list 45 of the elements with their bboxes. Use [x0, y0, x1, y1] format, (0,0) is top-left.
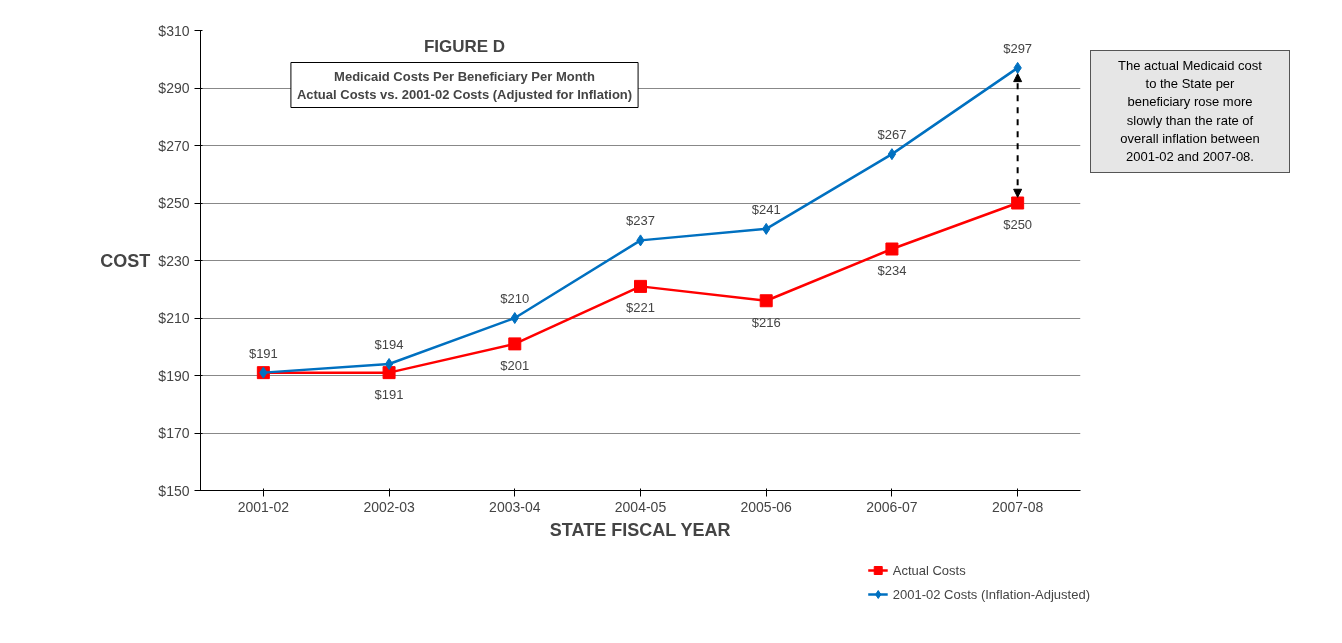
point [382, 366, 396, 380]
y-tick-label: $230 [158, 252, 190, 269]
x-tick-label: 2002-03 [363, 498, 415, 515]
y-tick-label: $170 [158, 425, 190, 441]
point [508, 337, 522, 351]
y-axis-title: COST [100, 250, 151, 271]
text: The actual Medicaid cost to the State per beneficiary rose more slowly than the rate of overall inflation between 2001-02 and 2007-08. [1118, 57, 1262, 166]
x-tick-label: 2005-06 [740, 498, 793, 515]
y-tick-label: $210 [158, 310, 190, 326]
x-tick-label: 2004-05 [614, 498, 667, 515]
data-label: $210 [500, 291, 530, 306]
data-label: $191 [374, 386, 404, 402]
legend-label: Actual Costs [892, 562, 966, 578]
x-axis-title: STATE FISCAL YEAR [549, 519, 731, 540]
point [759, 294, 773, 308]
data-label: $221 [626, 300, 655, 316]
data-label: $194 [374, 337, 404, 352]
point [887, 148, 897, 161]
data-label: $241 [751, 201, 781, 217]
data-label: $297 [1003, 40, 1033, 56]
point [885, 242, 899, 256]
y-tick-label: $190 [158, 367, 190, 384]
legend-label: 2001-02 Costs (Inflation-Adjusted) [892, 586, 1090, 602]
text: Medicaid Costs Per Beneficiary Per Month Actual Costs vs. 2001-02 Costs (Adjusted for Inflation) [296, 68, 633, 102]
y-tick-label: $290 [158, 80, 190, 96]
y-tick-label: $310 [158, 22, 190, 39]
y-tick-label: $270 [158, 137, 190, 154]
x-tick-label: 2001-02 [237, 498, 290, 515]
data-label: $191 [248, 345, 278, 361]
point [510, 312, 519, 324]
data-label: $237 [626, 213, 655, 229]
chart-title: FIGURE D [423, 36, 506, 56]
point [384, 358, 394, 370]
data-label: $201 [500, 357, 530, 373]
y-tick-label: $150 [158, 482, 190, 499]
data-label: $234 [877, 263, 907, 278]
x-tick-label: 2007-08 [991, 498, 1044, 515]
y-tick-label: $250 [158, 195, 190, 211]
point [1011, 196, 1025, 210]
data-label: $216 [751, 314, 781, 330]
data-label: $250 [1003, 217, 1033, 232]
x-tick-label: 2006-07 [866, 498, 918, 515]
data-label: $267 [877, 127, 907, 143]
x-tick-label: 2003-04 [489, 498, 541, 515]
point [634, 279, 647, 293]
